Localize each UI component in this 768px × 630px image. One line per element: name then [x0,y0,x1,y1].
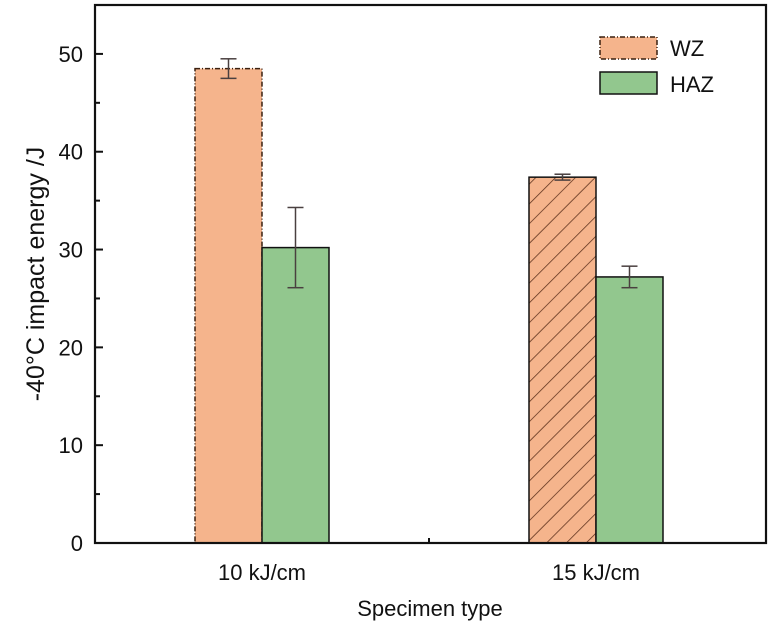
legend: WZ HAZ [599,36,714,97]
bar-wz [528,176,597,544]
y-tick-label: 40 [59,140,83,165]
plot-frame [93,3,768,545]
y-axis-label: -40°C impact energy /J [22,147,50,402]
bar-haz [595,276,664,544]
legend-label-wz: WZ [670,36,704,61]
y-tick-label: 10 [59,433,83,458]
error-bar [621,265,638,289]
x-tick-label: 15 kJ/cm [552,560,640,585]
legend-swatch-wz [599,36,658,60]
x-axis-label: Specimen type [357,596,503,621]
error-bar [220,58,237,80]
legend-label-haz: HAZ [670,72,714,97]
bar-wz [194,67,263,544]
error-bar [287,206,304,289]
y-tick-label: 20 [59,335,83,360]
bar-haz [261,246,330,544]
x-tick-label: 10 kJ/cm [218,560,306,585]
legend-swatch-haz [599,71,658,95]
y-tick-label: 0 [71,531,83,556]
error-bar [554,173,571,181]
y-tick-label: 30 [59,238,83,263]
y-tick-label: 50 [59,42,83,67]
